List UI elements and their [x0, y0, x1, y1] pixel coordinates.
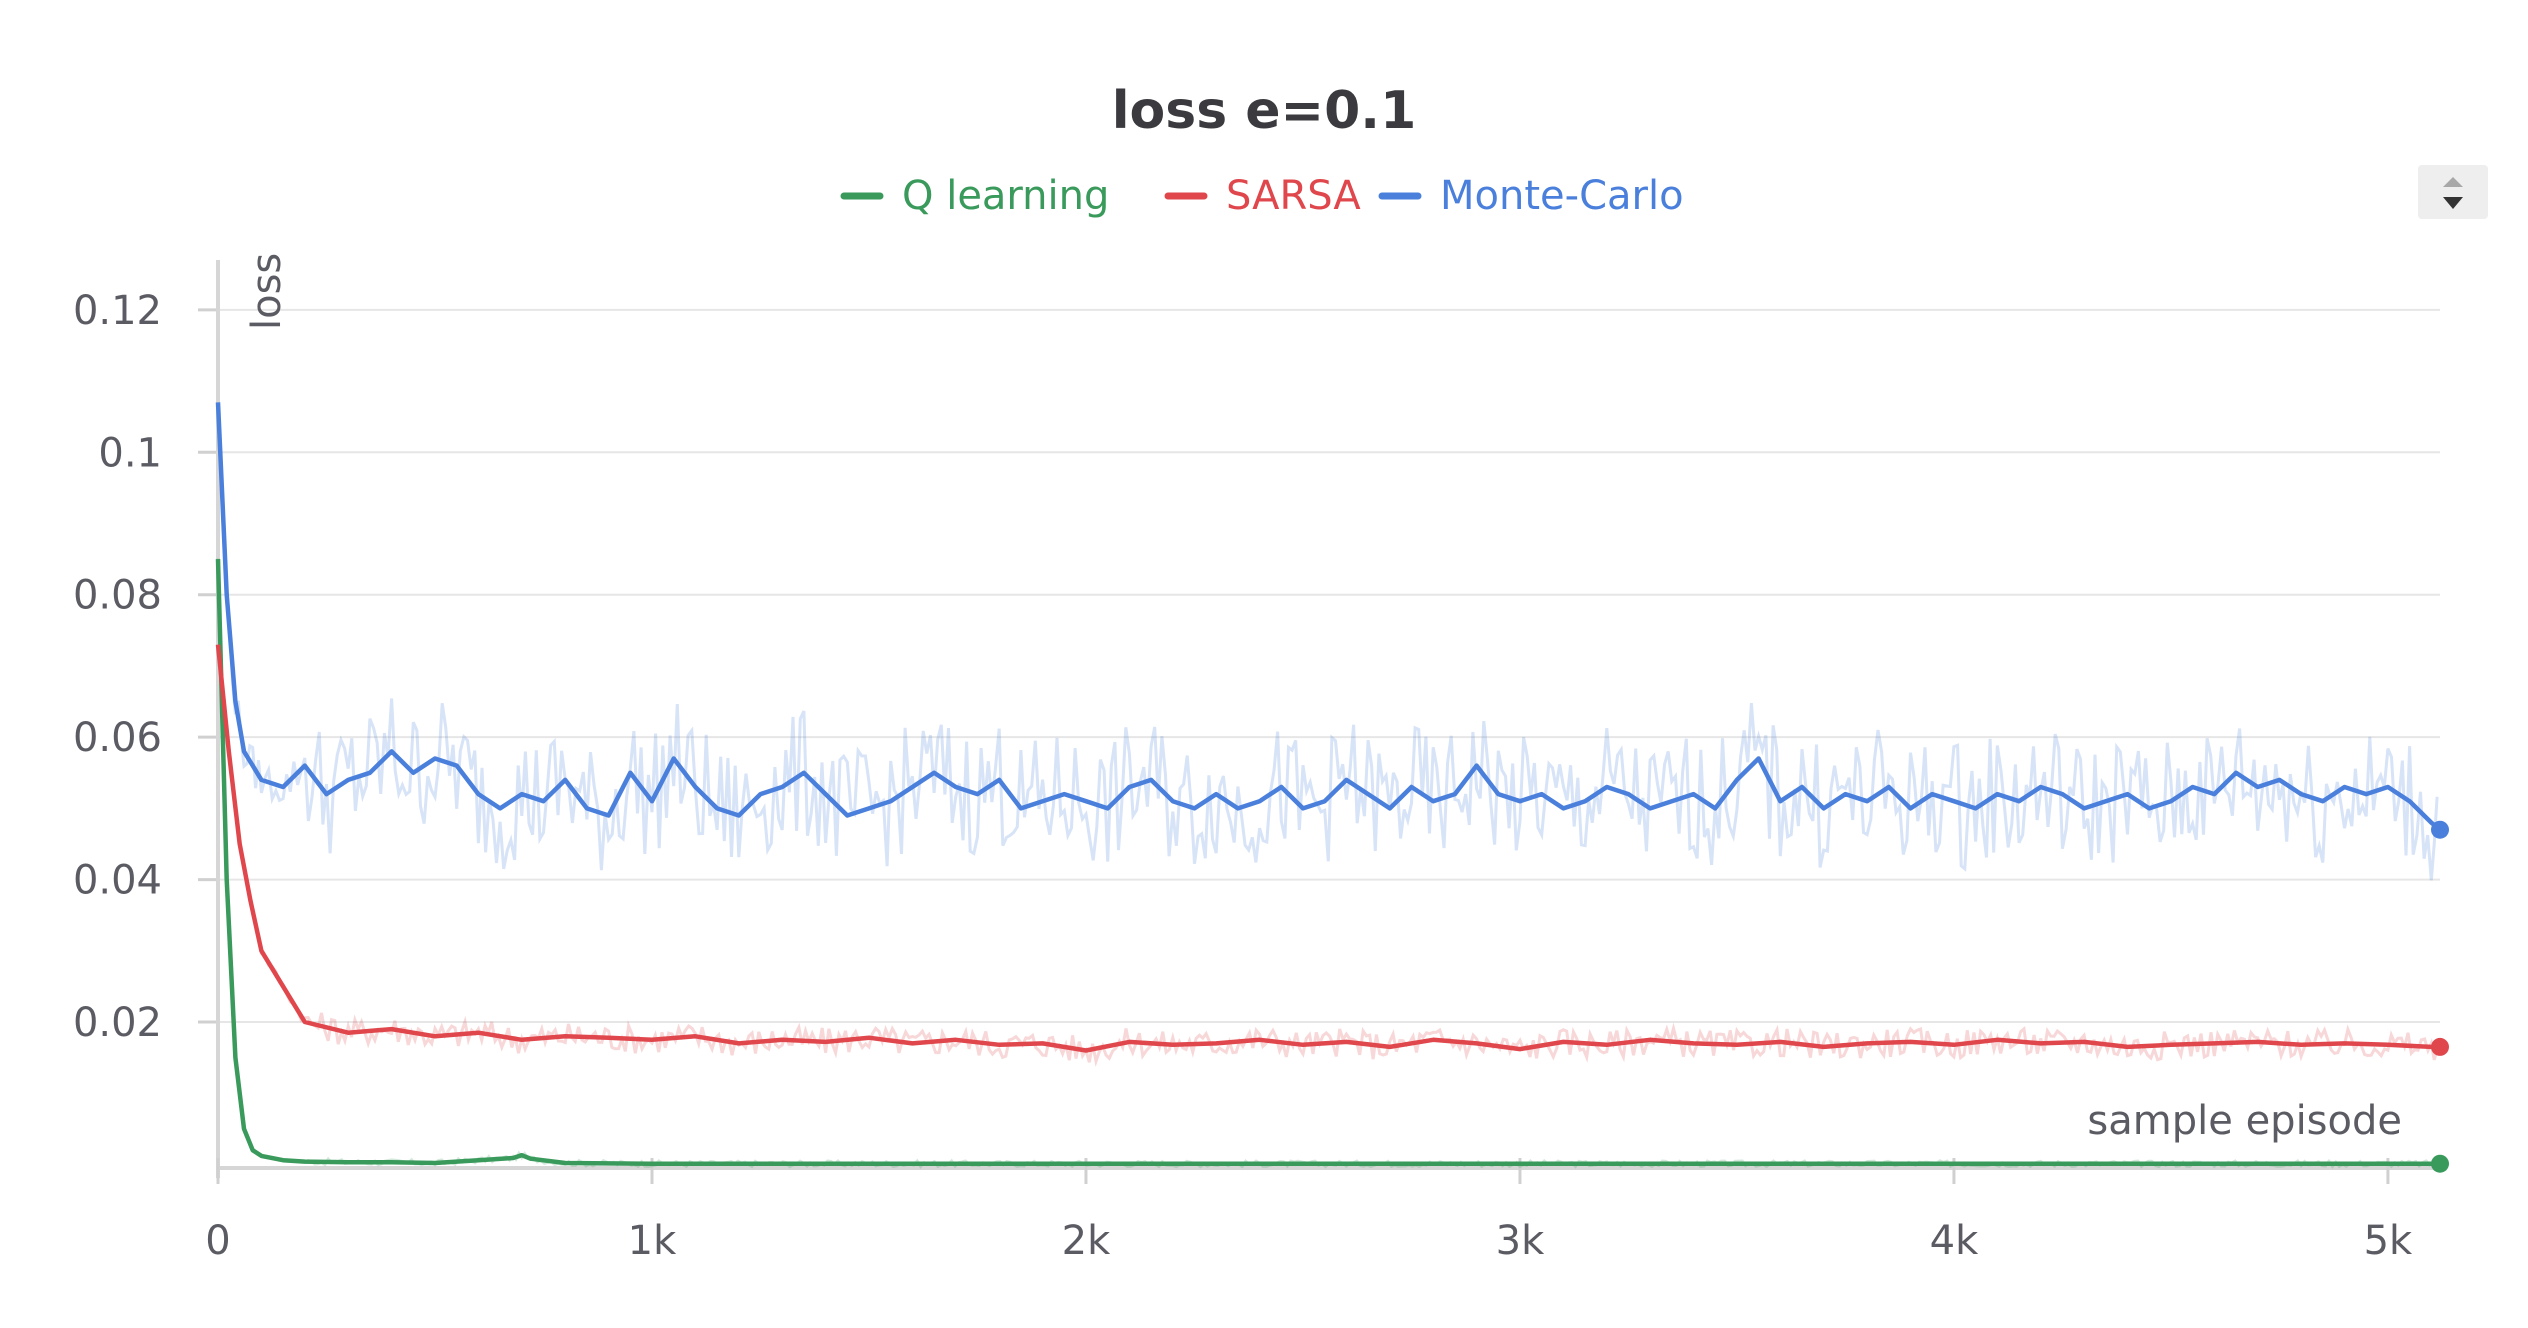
chart-title: loss e=0.1 — [1112, 81, 1417, 141]
x-tick-label: 0 — [205, 1218, 230, 1264]
series-line[interactable] — [215, 559, 2440, 1166]
y-tick-label: 0.1 — [98, 430, 162, 476]
y-tick-label: 0.08 — [73, 573, 162, 619]
legend-scroll-background[interactable] — [2418, 165, 2488, 219]
legend-item[interactable]: Monte-Carlo — [1378, 173, 1684, 219]
y-tick-label: 0.04 — [73, 858, 162, 904]
x-tick-label: 3k — [1496, 1218, 1545, 1264]
x-axis-label: sample episode — [2087, 1098, 2402, 1144]
grid-lines — [218, 308, 2440, 1024]
y-tick-label: 0.06 — [73, 715, 162, 761]
legend: Q learning SARSA Monte-Carlo — [840, 173, 1684, 219]
series-line[interactable] — [215, 644, 2440, 1053]
axes: 0.02 0.04 0.06 0.08 0.1 0.12 0 1k 2k 3k 4k 5k — [73, 260, 2440, 1264]
series-raw-line — [216, 558, 2438, 1169]
legend-scroll-control[interactable] — [2418, 165, 2488, 219]
legend-label: Q learning — [902, 173, 1109, 219]
y-axis-label: loss — [244, 253, 290, 330]
series-line[interactable] — [215, 402, 2442, 832]
series-raw-line — [216, 407, 2439, 881]
series-layer — [215, 402, 2449, 1173]
scroll-down-icon[interactable] — [2443, 197, 2463, 209]
series-raw-line — [216, 647, 2439, 1068]
y-tick-label: 0.02 — [73, 1000, 162, 1046]
series-end-marker[interactable] — [2431, 820, 2449, 839]
y-tick-label: 0.12 — [73, 288, 162, 334]
series-end-marker[interactable] — [2431, 1154, 2449, 1173]
x-tick-label: 2k — [1062, 1218, 1111, 1264]
x-tick-label: 5k — [2364, 1218, 2413, 1264]
legend-item[interactable]: Q learning — [840, 173, 1109, 219]
scroll-up-icon[interactable] — [2443, 177, 2463, 187]
series-end-marker[interactable] — [2431, 1037, 2449, 1056]
legend-item[interactable]: SARSA — [1164, 173, 1361, 219]
x-tick-label: 4k — [1930, 1218, 1979, 1264]
legend-label: SARSA — [1226, 173, 1361, 219]
x-tick-label: 1k — [628, 1218, 677, 1264]
legend-label: Monte-Carlo — [1440, 173, 1684, 219]
